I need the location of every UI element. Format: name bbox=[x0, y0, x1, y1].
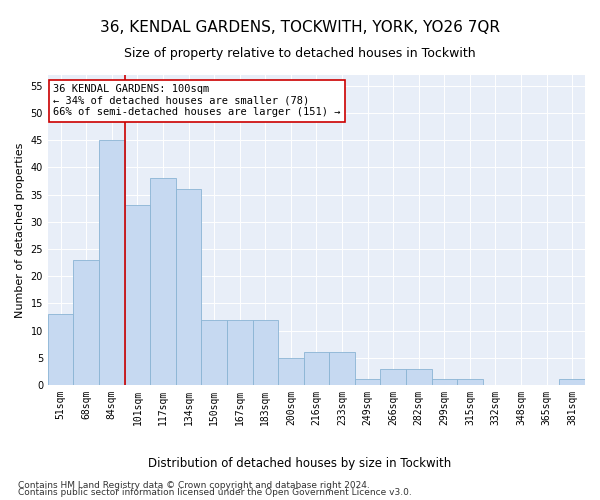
Bar bbox=[559, 380, 585, 385]
Bar bbox=[304, 352, 329, 385]
Bar bbox=[431, 380, 457, 385]
Bar bbox=[125, 206, 150, 385]
Bar bbox=[278, 358, 304, 385]
Text: Distribution of detached houses by size in Tockwith: Distribution of detached houses by size … bbox=[148, 458, 452, 470]
Bar bbox=[150, 178, 176, 385]
Bar bbox=[380, 368, 406, 385]
Bar bbox=[457, 380, 482, 385]
Bar bbox=[176, 189, 202, 385]
Text: 36 KENDAL GARDENS: 100sqm
← 34% of detached houses are smaller (78)
66% of semi-: 36 KENDAL GARDENS: 100sqm ← 34% of detac… bbox=[53, 84, 341, 117]
Bar bbox=[48, 314, 73, 385]
Bar bbox=[202, 320, 227, 385]
Bar bbox=[227, 320, 253, 385]
Y-axis label: Number of detached properties: Number of detached properties bbox=[15, 142, 25, 318]
Bar bbox=[329, 352, 355, 385]
Text: 36, KENDAL GARDENS, TOCKWITH, YORK, YO26 7QR: 36, KENDAL GARDENS, TOCKWITH, YORK, YO26… bbox=[100, 20, 500, 35]
Text: Size of property relative to detached houses in Tockwith: Size of property relative to detached ho… bbox=[124, 48, 476, 60]
Text: Contains public sector information licensed under the Open Government Licence v3: Contains public sector information licen… bbox=[18, 488, 412, 497]
Bar bbox=[73, 260, 99, 385]
Bar bbox=[355, 380, 380, 385]
Bar bbox=[406, 368, 431, 385]
Bar bbox=[253, 320, 278, 385]
Text: Contains HM Land Registry data © Crown copyright and database right 2024.: Contains HM Land Registry data © Crown c… bbox=[18, 480, 370, 490]
Bar bbox=[99, 140, 125, 385]
